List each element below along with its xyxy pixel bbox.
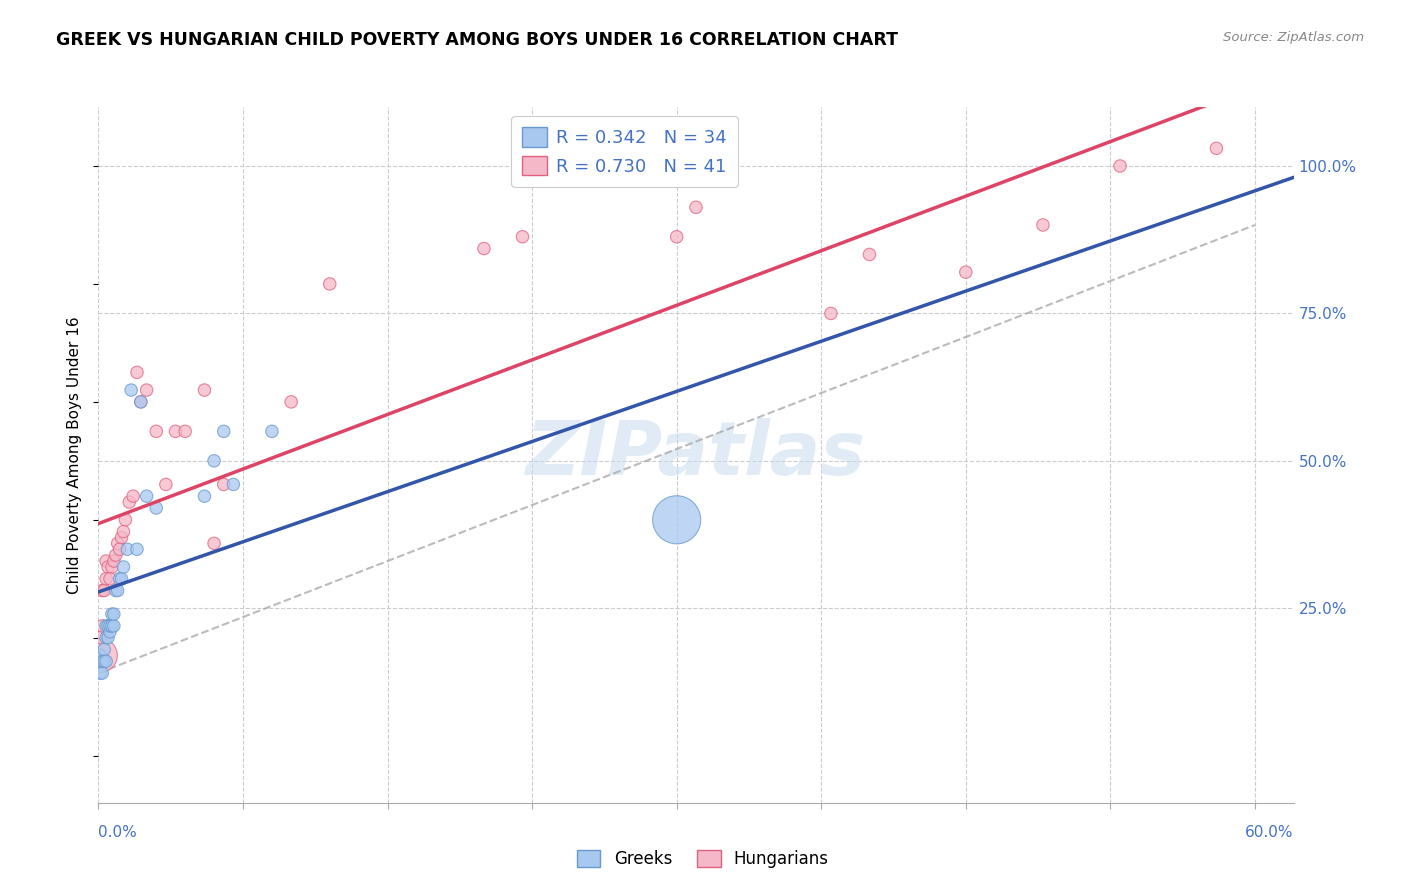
Y-axis label: Child Poverty Among Boys Under 16: Child Poverty Among Boys Under 16 [67,316,83,594]
Text: Source: ZipAtlas.com: Source: ZipAtlas.com [1223,31,1364,45]
Point [89,648,111,663]
Point [101,619,124,633]
Point [193,489,215,503]
Legend: R = 0.342   N = 34, R = 0.730   N = 41: R = 0.342 N = 34, R = 0.730 N = 41 [510,116,738,186]
Point [103,607,125,621]
Point [94,654,117,668]
Point [202,536,225,550]
Point [193,383,215,397]
Text: 0.0%: 0.0% [98,825,138,840]
Point [114,513,136,527]
Point [89,648,111,663]
Point [174,425,197,439]
Point [135,489,157,503]
Point [98,619,121,633]
Point [97,631,120,645]
Legend: Greeks, Hungarians: Greeks, Hungarians [571,843,835,875]
Point [94,554,117,568]
Point [122,489,145,503]
Point [129,395,152,409]
Point [117,542,139,557]
Point [97,560,120,574]
Point [91,583,114,598]
Point [104,583,127,598]
Text: ZIPatlas: ZIPatlas [526,418,866,491]
Point [93,654,115,668]
Point [665,229,688,244]
Point [94,572,117,586]
Point [145,500,167,515]
Point [820,306,842,320]
Point [685,200,707,214]
Point [103,619,125,633]
Point [472,242,495,256]
Point [222,477,245,491]
Point [955,265,977,279]
Point [108,572,131,586]
Point [1205,141,1227,155]
Point [91,666,114,681]
Point [112,524,135,539]
Point [212,477,235,491]
Point [1109,159,1132,173]
Text: GREEK VS HUNGARIAN CHILD POVERTY AMONG BOYS UNDER 16 CORRELATION CHART: GREEK VS HUNGARIAN CHILD POVERTY AMONG B… [56,31,898,49]
Point [104,548,127,562]
Point [93,583,115,598]
Point [94,631,117,645]
Point [103,554,125,568]
Point [665,513,688,527]
Point [145,425,167,439]
Point [135,383,157,397]
Point [93,642,115,657]
Point [94,619,117,633]
Point [107,583,129,598]
Point [155,477,177,491]
Point [101,560,124,574]
Point [260,425,283,439]
Text: 60.0%: 60.0% [1246,825,1294,840]
Point [98,572,121,586]
Point [91,619,114,633]
Point [125,365,148,379]
Point [118,495,141,509]
Point [89,631,111,645]
Point [125,542,148,557]
Point [1032,218,1054,232]
Point [110,531,132,545]
Point [319,277,342,291]
Point [98,624,121,639]
Point [112,560,135,574]
Point [129,395,152,409]
Point [165,425,187,439]
Point [858,247,880,261]
Point [101,607,124,621]
Point [108,542,131,557]
Point [97,619,120,633]
Point [89,666,111,681]
Point [202,454,225,468]
Point [512,229,534,244]
Point [280,395,302,409]
Point [110,572,132,586]
Point [120,383,142,397]
Point [107,536,129,550]
Point [91,654,114,668]
Point [212,425,235,439]
